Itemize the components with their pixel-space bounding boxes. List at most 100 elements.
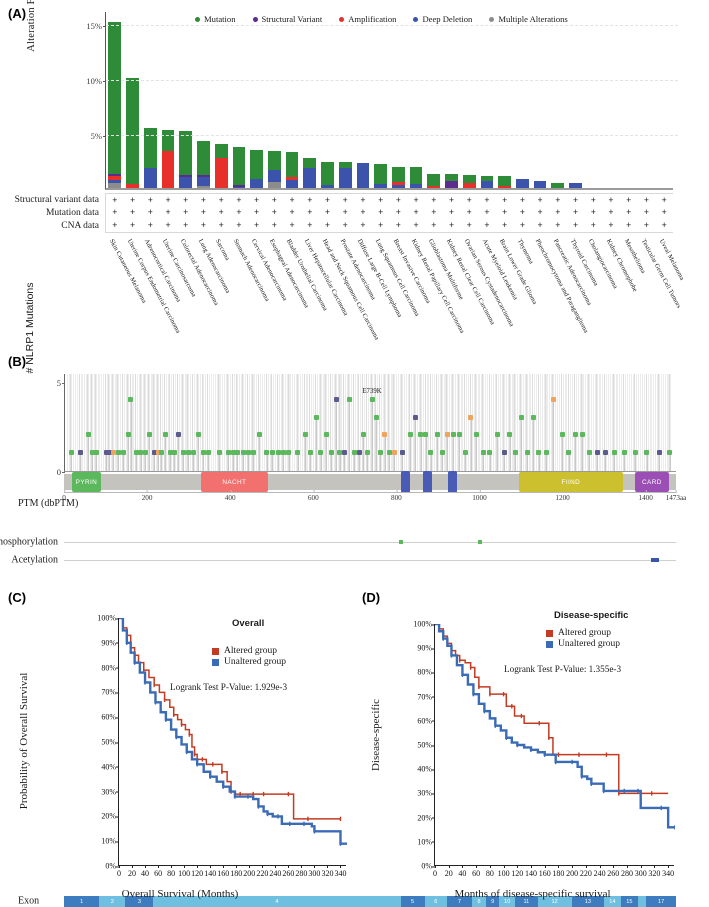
panel-b-position-tick: [477, 374, 479, 472]
panel-b-lollipop: [190, 450, 196, 471]
panel-b-position-tick: [210, 374, 212, 472]
panel-b-position-tick: [615, 374, 617, 472]
panel-b-lollipop-head: [382, 432, 388, 438]
panel-a-availability-marker: +: [448, 219, 455, 230]
panel-b-position-tick: [143, 374, 145, 472]
panel-d-x-tick: 260: [607, 865, 620, 878]
panel-b-position-tick: [401, 374, 403, 472]
panel-b-ptm-site: [399, 540, 404, 544]
panel-b-position-tick: [394, 374, 396, 472]
panel-b-lollipop-head: [507, 432, 513, 438]
panel-b-position-tick: [662, 374, 664, 472]
panel-b-lollipop-head: [68, 450, 74, 456]
panel-b-position-tick: [254, 374, 256, 472]
panel-a-bar-cell: [230, 12, 248, 188]
panel-b-position-tick: [322, 374, 324, 472]
panel-b-position-tick: [341, 374, 343, 472]
panel-b-lollipop-stem: [232, 453, 234, 471]
panel-b-lollipop-stem: [259, 435, 261, 471]
panel-b-lollipop-stem: [105, 453, 107, 471]
panel-b-position-tick: [630, 374, 632, 472]
panel-b-x-tick: 600: [307, 490, 319, 502]
panel-b-lollipop-head: [377, 450, 383, 456]
panel-b-lollipop-stem: [568, 453, 570, 471]
panel-a-availability-label: Structural variant data: [14, 194, 99, 205]
panel-c-x-tick: 260: [282, 865, 295, 878]
panel-b-lollipop-head: [356, 450, 362, 456]
panel-b-lollipop-stem: [79, 453, 81, 471]
panel-b-lollipop-head: [201, 450, 207, 456]
panel-a-cancer-type: Pancreatic Adenocarcinoma: [549, 236, 592, 348]
panel-b-lollipop: [543, 450, 549, 471]
panel-a-bar-segment-deep-deletion: [108, 179, 122, 184]
panel-b-lollipop-stem: [227, 453, 229, 471]
panel-b-lollipop: [494, 432, 500, 471]
panel-a-availability-cells: + + + + + + + + + + + + + + + + + + + + + + + + + + + + + + + +: [105, 206, 673, 219]
panel-b-lollipop-stem: [339, 453, 341, 471]
panel-b-lollipop-head: [632, 450, 638, 456]
panel-c-x-tick: 20: [128, 865, 137, 878]
panel-b-lollipop-head: [391, 450, 397, 456]
panel-a-bar-cell: [407, 12, 425, 188]
panel-b-position-tick: [202, 374, 204, 472]
panel-a-availability-marker: +: [200, 207, 207, 217]
panel-b-lollipop-stem: [183, 453, 185, 471]
panel-b-position-tick: [556, 374, 558, 472]
panel-b-lollipop: [245, 450, 251, 471]
panel-b-lollipop-stem: [527, 453, 528, 471]
panel-b-position-tick: [339, 374, 341, 472]
panel-b-letter: (B): [8, 354, 27, 369]
panel-b-position-tick: [193, 374, 195, 472]
panel-b-lollipop: [346, 396, 352, 471]
panel-a-availability-marker: +: [342, 194, 348, 205]
panel-a-bar: [214, 143, 228, 188]
panel-b-lollipop-stem: [532, 417, 534, 471]
panel-b-lollipop-head: [302, 432, 308, 438]
panel-b-position-tick: [150, 374, 152, 472]
panel-b-position-tick: [270, 374, 272, 472]
panel-b-lollipop-stem: [497, 435, 499, 471]
panel-b-exon: 10: [499, 896, 516, 907]
panel-b-domain-fiind: FIIND: [518, 472, 623, 492]
panel-b-lollipop-stem: [344, 453, 346, 471]
panel-a-y-tick: 5%: [90, 131, 107, 142]
panel-b-position-tick: [297, 374, 299, 472]
panel-b-lollipop-head: [456, 432, 462, 438]
panel-b-position-tick: [494, 374, 496, 472]
panel-a-availability-marker: +: [147, 207, 153, 217]
panel-a-availability-marker: +: [307, 219, 313, 230]
panel-b-position-tick: [449, 374, 451, 472]
panel-b-position-tick: [314, 374, 316, 472]
panel-b-position-tick: [197, 374, 199, 472]
panel-a-gridline: 5%: [91, 131, 678, 141]
panel-b-lollipop-head: [351, 450, 357, 456]
panel-b-lollipop-head: [280, 450, 286, 456]
panel-b-lollipop-stem: [70, 453, 72, 471]
panel-b-lollipop: [68, 450, 74, 471]
panel-b-lollipop: [621, 450, 627, 471]
panel-a-bar-segment-amplification: [126, 184, 139, 188]
panel-b-lollipop-stem: [509, 435, 511, 471]
panel-b-exon: 13: [571, 896, 605, 907]
panel-c-x-axis-label: Overall Survival (Months): [121, 888, 239, 900]
panel-b-position-tick: [271, 374, 273, 472]
panel-b-position-tick: [573, 374, 575, 472]
panel-a-cancer-type: Lung Squamous Cell Carcinoma: [371, 236, 421, 348]
panel-b-lollipop-stem: [596, 453, 598, 471]
panel-a-bar-cell: [620, 12, 638, 188]
panel-b-position-tick: [95, 374, 97, 472]
panel-b-position-tick: [137, 374, 139, 472]
panel-b-lollipop: [550, 396, 556, 471]
panel-b-exon: 14: [604, 896, 621, 907]
panel-b-lollipop-head: [142, 450, 148, 456]
panel-a-availability-marker: +: [360, 207, 366, 217]
panel-a-availability-marker: +: [395, 194, 401, 205]
panel-a-availability-marker: +: [254, 207, 260, 217]
panel-c-x-tick: 220: [256, 865, 269, 878]
panel-b-position-tick: [613, 374, 615, 472]
panel-a-bar-segment-deep-deletion: [409, 184, 423, 188]
panel-b-lollipop: [216, 450, 222, 471]
panel-b-position-tick: [626, 374, 628, 472]
panel-a-availability-marker: +: [431, 194, 437, 205]
panel-b-position-tick: [144, 374, 146, 472]
